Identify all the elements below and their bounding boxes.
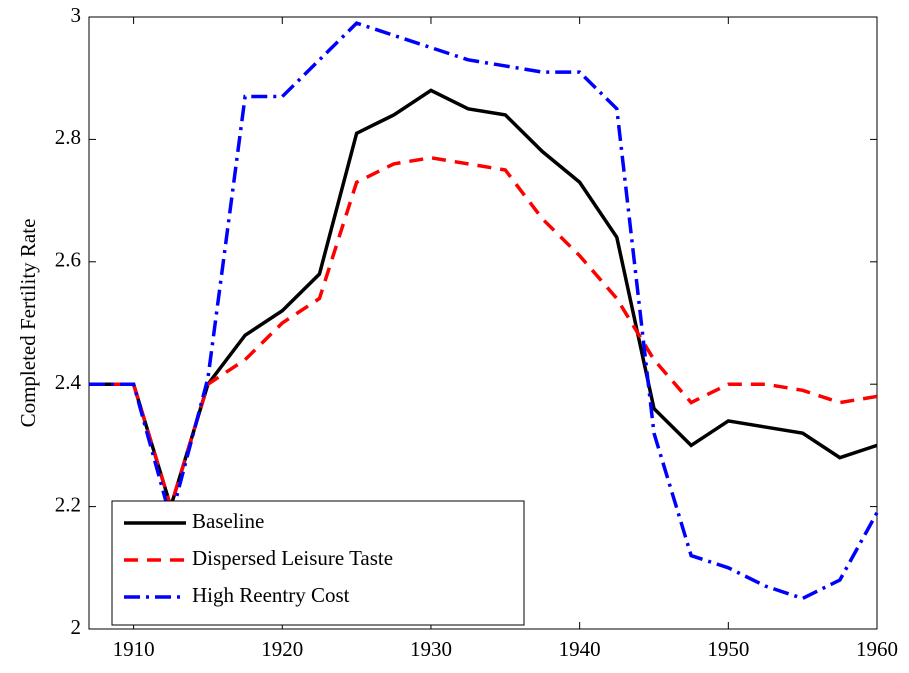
y-tick-label: 3 <box>71 3 82 27</box>
y-tick-label: 2.6 <box>55 248 81 272</box>
x-tick-label: 1940 <box>559 637 601 661</box>
x-tick-label: 1920 <box>261 637 303 661</box>
x-tick-label: 1910 <box>113 637 155 661</box>
y-tick-label: 2.4 <box>55 370 82 394</box>
y-tick-label: 2 <box>71 615 82 639</box>
legend-label: Dispersed Leisure Taste <box>192 546 393 570</box>
x-tick-label: 1950 <box>707 637 749 661</box>
y-tick-label: 2.2 <box>55 492 81 516</box>
y-axis-label: Completed Fertility Rate <box>16 219 40 428</box>
series-line <box>89 21 879 601</box>
legend: Baseline Dispersed Leisure Taste High Reen… <box>111 500 525 626</box>
legend-label: Baseline <box>192 509 264 533</box>
y-tick-label: 2.8 <box>55 125 81 149</box>
series-line <box>89 155 878 513</box>
x-tick-label: 1960 <box>856 637 898 661</box>
plot-frame <box>88 16 878 630</box>
x-tick-label: 1930 <box>410 637 452 661</box>
series-line <box>89 88 878 513</box>
legend-label: High Reentry Cost <box>192 583 350 607</box>
